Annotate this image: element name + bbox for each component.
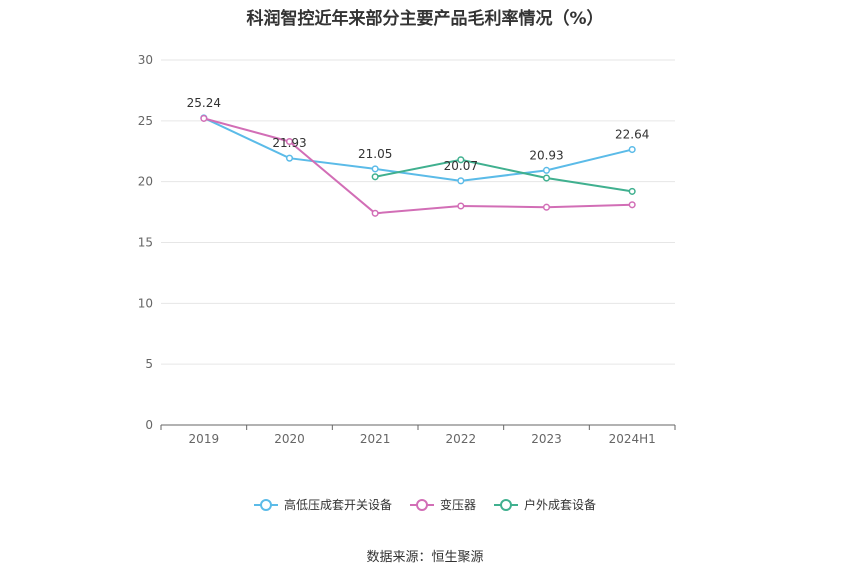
series-line: [203, 117, 633, 182]
data-point: [457, 202, 465, 210]
x-tick-label: 2024H1: [609, 432, 656, 446]
legend-swatch-icon: [494, 498, 518, 511]
y-tick-label: 10: [138, 296, 153, 310]
data-label: 22.64: [615, 128, 649, 142]
y-tick-label: 0: [145, 418, 153, 432]
y-tick-label: 15: [138, 236, 153, 250]
data-point: [542, 166, 551, 174]
legend-label: 变压器: [439, 498, 476, 512]
data-point: [371, 165, 379, 173]
grid-lines: [161, 59, 675, 365]
series-lines: [200, 114, 636, 217]
x-tick-label: 2022: [446, 432, 477, 446]
legend-item[interactable]: 变压器: [409, 496, 476, 513]
source-note: 数据来源：恒生聚源: [366, 550, 484, 565]
x-tick-label: 2019: [189, 432, 220, 446]
series-line: [374, 158, 633, 193]
y-tick-label: 25: [138, 114, 153, 128]
data-point: [371, 209, 379, 217]
x-tick-label: 2023: [531, 432, 562, 446]
data-point: [457, 177, 465, 185]
legend-item[interactable]: 高低压成套开关设备: [253, 496, 392, 513]
data-label: 20.07: [444, 159, 478, 173]
data-point: [200, 114, 208, 122]
data-point: [457, 156, 465, 164]
legend-swatch-icon: [409, 498, 434, 511]
legend: 高低压成套开关设备 变压器 户外成套设备: [0, 496, 850, 513]
data-point: [542, 174, 551, 182]
legend-swatch-icon: [253, 498, 278, 511]
legend-label: 高低压成套开关设备: [283, 498, 392, 512]
data-labels: 25.24 21.93 21.05 20.07 20.93 22.64: [187, 96, 650, 173]
legend-item[interactable]: 户外成套设备: [494, 496, 596, 513]
x-tick-label: 2020: [274, 432, 305, 446]
y-tick-label: 30: [138, 53, 153, 67]
data-label: 25.24: [187, 96, 221, 110]
data-point: [285, 154, 294, 162]
y-tick-label: 5: [145, 357, 153, 371]
data-point: [628, 201, 636, 209]
data-point: [371, 173, 379, 181]
axes: 0 5 10 15 20 25 30 2019 2020 2021 2022 2023 2024H1: [138, 53, 676, 446]
y-tick-label: 20: [138, 175, 153, 189]
data-point: [628, 187, 636, 195]
data-label: 21.05: [358, 147, 392, 161]
data-label: 21.93: [272, 136, 306, 150]
x-tick-label: 2021: [360, 432, 391, 446]
data-point: [628, 145, 636, 154]
series-line: [203, 117, 633, 215]
chart-title: 科润智控近年来部分主要产品毛利率情况（%）: [246, 9, 604, 29]
data-label: 20.93: [529, 148, 563, 162]
legend-label: 户外成套设备: [524, 498, 597, 512]
data-point: [542, 203, 551, 211]
data-point: [285, 137, 294, 146]
